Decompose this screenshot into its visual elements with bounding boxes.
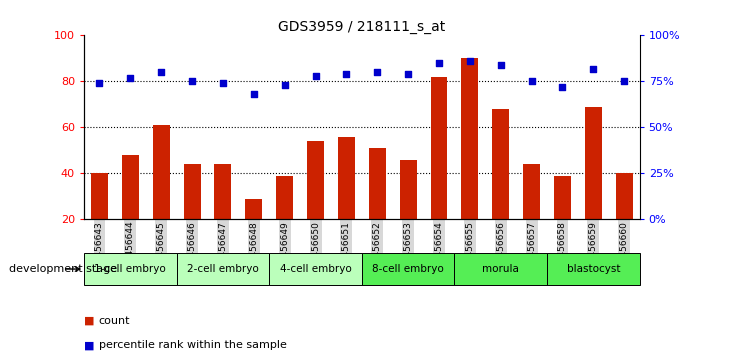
Point [588, 66, 599, 72]
Text: blastocyst: blastocyst [567, 264, 620, 274]
Bar [122, 155, 139, 219]
Point [124, 75, 136, 81]
Bar [84, 253, 177, 285]
Text: percentile rank within the sample: percentile rank within the sample [99, 341, 287, 350]
Bar [492, 109, 510, 219]
Bar [455, 253, 547, 285]
Bar [362, 253, 455, 285]
Point [464, 58, 476, 64]
Bar [338, 137, 355, 219]
Point [556, 84, 568, 90]
Point [310, 73, 322, 79]
Text: ■: ■ [84, 341, 94, 350]
Text: count: count [99, 316, 130, 326]
Point [156, 69, 167, 75]
Title: GDS3959 / 218111_s_at: GDS3959 / 218111_s_at [279, 21, 445, 34]
Bar [269, 253, 362, 285]
Bar [400, 160, 417, 219]
Text: 4-cell embryo: 4-cell embryo [280, 264, 352, 274]
Bar [177, 253, 269, 285]
Point [433, 60, 445, 66]
Bar [431, 77, 447, 219]
Bar [461, 58, 478, 219]
Bar [616, 173, 632, 219]
Text: development stage: development stage [9, 264, 117, 274]
Bar [523, 164, 540, 219]
Text: 1-cell embryo: 1-cell embryo [94, 264, 166, 274]
Point [279, 82, 290, 88]
Point [402, 71, 414, 77]
Bar [246, 199, 262, 219]
Bar [153, 125, 170, 219]
Point [248, 91, 260, 97]
Bar [91, 173, 108, 219]
Text: 2-cell embryo: 2-cell embryo [187, 264, 259, 274]
Point [341, 71, 352, 77]
Point [371, 69, 383, 75]
Point [618, 79, 630, 84]
Text: morula: morula [482, 264, 519, 274]
Bar [276, 176, 293, 219]
Text: ■: ■ [84, 316, 94, 326]
Point [217, 80, 229, 86]
Bar [368, 148, 386, 219]
Bar [547, 253, 640, 285]
Bar [183, 164, 200, 219]
Bar [307, 141, 324, 219]
Text: 8-cell embryo: 8-cell embryo [372, 264, 444, 274]
Bar [214, 164, 232, 219]
Point [526, 79, 537, 84]
Point [186, 79, 198, 84]
Bar [554, 176, 571, 219]
Bar [585, 107, 602, 219]
Point [495, 62, 507, 68]
Point [94, 80, 105, 86]
